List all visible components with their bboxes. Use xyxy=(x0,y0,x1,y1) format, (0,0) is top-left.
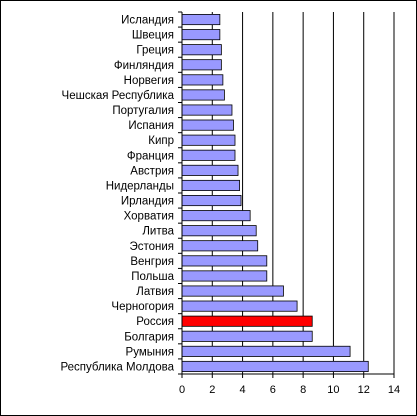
bar xyxy=(181,179,240,191)
bar xyxy=(181,300,298,312)
bar xyxy=(181,89,225,101)
bar xyxy=(181,195,242,207)
x-tick-label: 10 xyxy=(327,384,339,396)
bar xyxy=(181,210,251,222)
category-label: Чешская Республика xyxy=(62,90,175,102)
category-label: Республика Молдова xyxy=(60,361,174,373)
bar xyxy=(181,240,259,252)
bar xyxy=(181,14,221,26)
bar xyxy=(181,270,268,282)
category-label: Кипр xyxy=(148,135,174,147)
bar xyxy=(181,104,233,116)
grid-lines xyxy=(211,12,395,374)
category-label: Болгария xyxy=(124,331,174,343)
x-tick-label: 6 xyxy=(270,384,276,396)
bar xyxy=(181,59,222,71)
bar xyxy=(181,285,284,297)
category-label: Литва xyxy=(142,226,174,238)
bar xyxy=(181,44,222,56)
category-label: Исландия xyxy=(121,15,174,27)
category-label: Румыния xyxy=(126,346,174,358)
bar xyxy=(181,164,239,176)
category-label: Ирландия xyxy=(121,196,174,208)
bar xyxy=(181,149,236,161)
bar xyxy=(181,119,234,131)
category-label: Франция xyxy=(127,150,174,162)
category-label: Латвия xyxy=(136,286,174,298)
x-tick-label: 4 xyxy=(240,384,246,396)
axes xyxy=(178,11,395,378)
tick-labels: 0 2 4 6 8 10 12 14 xyxy=(179,384,400,396)
category-label: Испания xyxy=(128,120,174,132)
category-label: Венгрия xyxy=(130,256,174,268)
category-label: Польша xyxy=(131,271,174,283)
category-label: Эстония xyxy=(129,241,174,253)
category-label: Норвегия xyxy=(124,75,174,87)
x-tick-label: 12 xyxy=(358,384,370,396)
bar xyxy=(181,255,268,267)
category-label: Португалия xyxy=(112,105,174,117)
x-tick-label: 0 xyxy=(179,384,185,396)
category-label: Финляндия xyxy=(114,60,174,72)
category-label: Черногория xyxy=(111,301,174,313)
category-label: Швеция xyxy=(132,30,174,42)
x-tick-label: 8 xyxy=(300,384,306,396)
x-tick-label: 2 xyxy=(209,384,215,396)
bars xyxy=(181,14,369,372)
category-label: Нидерланды xyxy=(106,180,174,192)
category-labels: Исландия Швеция Греция Финляндия Норвегия Чеш… xyxy=(60,15,174,374)
bar xyxy=(181,330,313,342)
bar-highlight xyxy=(181,315,313,327)
category-label: Австрия xyxy=(130,165,174,177)
bar xyxy=(181,345,351,357)
bar xyxy=(181,360,369,372)
bar xyxy=(181,134,236,146)
category-label: Греция xyxy=(136,45,174,57)
bar xyxy=(181,74,224,86)
bar xyxy=(181,29,221,41)
x-tick-label: 14 xyxy=(388,384,400,396)
category-label: Россия xyxy=(136,316,174,328)
bar xyxy=(181,225,257,237)
category-label: Хорватия xyxy=(124,211,174,223)
